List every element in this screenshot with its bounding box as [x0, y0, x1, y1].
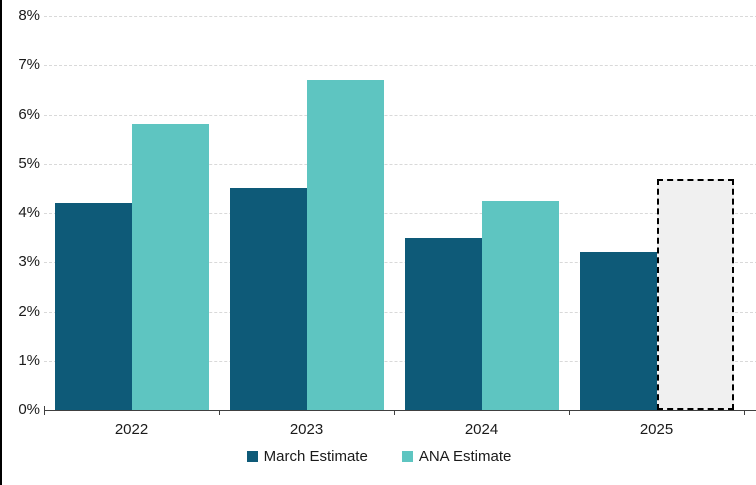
x-axis-line: [44, 410, 756, 411]
x-axis-tick: [569, 410, 570, 415]
y-tick-label: 7%: [18, 56, 40, 74]
x-tick-label: 2024: [464, 421, 499, 438]
gridline: [44, 16, 756, 17]
gridline: [44, 114, 756, 116]
gridline: [44, 213, 756, 214]
ana-estimate-swatch: [401, 451, 413, 462]
y-tick-label: 0%: [18, 401, 40, 418]
y-tick-label: 6%: [18, 105, 40, 123]
legend: March Estimate ANA Estimate: [2, 448, 756, 465]
gridline: [44, 262, 756, 264]
x-axis-tick: [219, 410, 220, 415]
march-estimate-swatch: [246, 451, 258, 462]
gridline: [44, 360, 756, 362]
bar-2022-ana-estimate: [131, 124, 209, 410]
bar-2023-ana-estimate: [306, 80, 384, 410]
gridline: [44, 163, 756, 165]
x-tick-label: 2025: [639, 421, 674, 438]
y-tick-label: 1%: [18, 351, 40, 369]
y-tick-label: 8%: [18, 7, 40, 24]
gridline: [44, 65, 756, 67]
x-axis-tick: [44, 406, 45, 415]
bar-2025-ana-estimate: [656, 178, 734, 410]
legend-label: ANA Estimate: [418, 448, 512, 465]
gridline: [44, 311, 756, 313]
legend-item-march-estimate: March Estimate: [246, 448, 368, 465]
y-tick-label: 2%: [18, 302, 40, 320]
x-tick-label: 2022: [114, 421, 149, 438]
x-axis-tick: [394, 410, 395, 415]
legend-item-ana-estimate: ANA Estimate: [401, 448, 512, 465]
bar-2024-ana-estimate: [481, 200, 559, 410]
bar-2023-march-estimate: [229, 188, 307, 410]
x-tick-label: 2023: [289, 421, 324, 438]
y-tick-label: 4%: [18, 204, 40, 221]
legend-label: March Estimate: [263, 448, 368, 465]
x-axis-tick: [744, 410, 745, 415]
y-tick-label: 5%: [18, 154, 40, 172]
bar-2022-march-estimate: [54, 203, 132, 410]
y-tick-label: 3%: [18, 253, 40, 271]
bar-2025-march-estimate: [579, 252, 657, 410]
bar-2024-march-estimate: [404, 237, 482, 410]
